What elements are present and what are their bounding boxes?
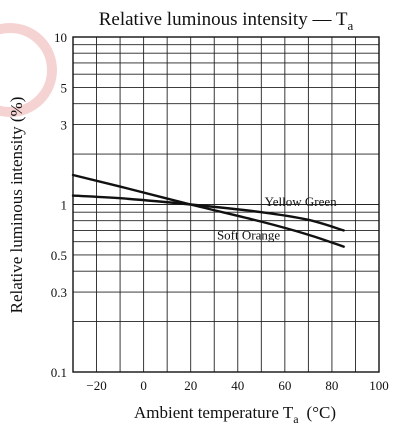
grid <box>73 37 379 372</box>
x-tick-label: 100 <box>369 378 389 393</box>
y-tick-label: 0.3 <box>51 285 67 300</box>
y-tick-label: 0.1 <box>51 365 67 380</box>
y-tick-label: 0.5 <box>51 248 67 263</box>
x-axis-label-subscript: a <box>293 412 299 426</box>
series-line-yellow-green <box>71 194 345 232</box>
x-tick-label: 40 <box>231 378 244 393</box>
x-tick-label: 80 <box>325 378 338 393</box>
x-axis-label-main: Ambient temperature T <box>134 403 294 422</box>
x-tick-label: 60 <box>278 378 291 393</box>
series-lines <box>71 173 345 248</box>
series-line-soft-orange <box>71 173 345 248</box>
series-label-soft-orange: Soft Orange <box>217 227 280 242</box>
tick-labels: −20 0 20 40 60 80 100 0.1 0.3 0.5 1 3 5 10 <box>51 30 389 393</box>
watermark <box>0 23 57 117</box>
x-axis-label: Ambient temperature Ta (°C) <box>134 403 336 426</box>
watermark-logo-shape <box>0 23 57 117</box>
chart-title: Relative luminous intensity — Ta <box>99 9 354 33</box>
y-tick-label: 1 <box>61 198 68 213</box>
x-tick-label: 0 <box>140 378 147 393</box>
series-labels: Yellow Green Soft Orange <box>217 194 337 242</box>
y-tick-label: 3 <box>61 118 68 133</box>
chart-title-subscript: a <box>347 18 353 33</box>
x-tick-label: 20 <box>184 378 197 393</box>
y-axis-label: Relative luminous intensity (%) <box>7 97 26 314</box>
x-axis-label-unit: (°C) <box>307 403 336 422</box>
plot-frame <box>72 36 380 373</box>
y-tick-label: 5 <box>61 80 68 95</box>
series-label-yellow-green: Yellow Green <box>265 194 337 209</box>
chart-title-main: Relative luminous intensity — T <box>99 9 348 30</box>
x-tick-label: −20 <box>86 378 106 393</box>
y-tick-label: 10 <box>54 30 67 45</box>
